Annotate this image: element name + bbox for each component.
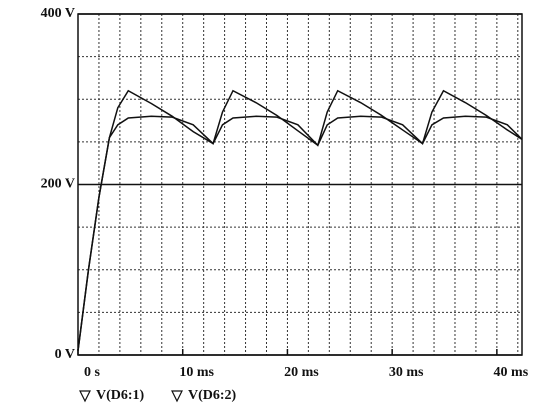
legend-label: V(D6:1) xyxy=(96,388,145,403)
x-tick-label: 30 ms xyxy=(389,365,424,380)
series-line xyxy=(77,89,523,351)
x-tick-label: 40 ms xyxy=(494,365,529,380)
series-line xyxy=(77,115,523,351)
y-tick-label: 0 V xyxy=(55,347,75,362)
y-tick-label: 200 V xyxy=(41,177,75,192)
x-tick-label: 0 s xyxy=(84,365,101,380)
y-tick-label: 400 V xyxy=(41,6,75,21)
legend-marker xyxy=(171,390,183,403)
legend-label: V(D6:2) xyxy=(188,388,237,403)
legend-marker xyxy=(79,390,91,403)
x-tick-label: 20 ms xyxy=(284,365,319,380)
x-tick-label: 10 ms xyxy=(179,365,214,380)
plot-frame xyxy=(77,13,523,356)
